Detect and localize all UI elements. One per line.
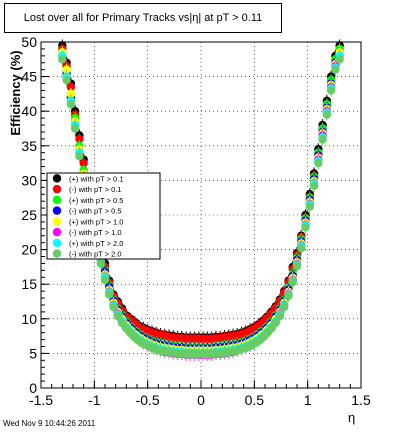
y-axis-label: Efficiency (%)	[8, 50, 23, 136]
data-point	[318, 135, 327, 144]
y-tick-label: 0	[29, 380, 37, 396]
x-tick-label: -1.5	[29, 392, 53, 408]
y-tick-label: 35	[21, 138, 37, 154]
legend-label: (-) with pT > 2.0	[69, 250, 122, 259]
y-tick-label: 45	[21, 69, 37, 85]
y-tick-label: 15	[21, 276, 37, 292]
chart-title-box: Lost over all for Primary Tracks vs|η| a…	[4, 3, 282, 33]
data-point	[292, 262, 302, 271]
data-point	[335, 55, 344, 64]
legend-label: (+) with pT > 1.0	[69, 217, 123, 226]
data-point	[66, 82, 76, 92]
x-tick-label: 1.5	[351, 392, 371, 408]
legend-label: (-) with pT > 0.5	[69, 207, 122, 216]
data-point	[322, 110, 332, 119]
legend-marker	[52, 184, 62, 194]
legend-marker	[52, 217, 62, 226]
data-point	[105, 290, 114, 299]
legend: (+) with pT > 0.1 (-) with pT > 0.1 (+) wi…	[46, 172, 161, 260]
datestamp: Wed Nov 9 10:44:26 2011	[3, 419, 96, 428]
x-tick-label: 0.5	[245, 392, 265, 408]
legend-label: (+) with pT > 0.1	[69, 174, 123, 183]
legend-marker	[52, 206, 62, 215]
x-tick-label: 1	[304, 392, 312, 408]
data-point	[309, 181, 319, 191]
x-tick-label: 0	[197, 392, 205, 408]
legend-marker	[52, 195, 62, 205]
data-point	[79, 158, 88, 168]
legend-marker	[52, 238, 62, 248]
y-tick-label: 30	[21, 172, 37, 188]
data-point	[62, 65, 71, 74]
x-axis-label: η	[348, 410, 356, 425]
data-point	[326, 86, 336, 95]
data-point	[100, 275, 110, 285]
data-point	[314, 158, 323, 168]
data-point	[280, 302, 289, 312]
y-tick-label: 40	[21, 103, 37, 119]
data-point	[75, 151, 84, 161]
data-point	[288, 277, 297, 287]
axes: -1.5 -1 -0.5 0 0.5 1 1.5 0 5 10 15 20 25 30 35 40 45 50	[21, 34, 371, 408]
data-point	[96, 259, 105, 268]
legend-marker	[52, 227, 62, 237]
y-tick-label: 50	[21, 34, 37, 50]
y-tick-label: 20	[21, 242, 37, 258]
legend-label: (+) with pT > 2.0	[69, 239, 123, 248]
legend-label: (+) with pT > 0.5	[69, 196, 123, 205]
data-point	[301, 223, 310, 232]
data-point	[297, 244, 306, 253]
legend-label: (-) with pT > 0.1	[69, 185, 122, 194]
data-point	[75, 134, 84, 144]
x-tick-label: -0.5	[136, 392, 160, 408]
data-point	[305, 202, 314, 211]
legend-marker	[52, 249, 62, 258]
data-point	[66, 100, 76, 109]
x-tick-label: -1	[88, 392, 101, 408]
chart-title: Lost over all for Primary Tracks vs|η| a…	[23, 12, 263, 24]
data-point	[66, 89, 76, 99]
legend-box	[46, 172, 161, 260]
y-tick-label: 25	[21, 207, 37, 223]
data-point	[284, 291, 293, 301]
data-point	[62, 75, 71, 85]
y-tick-label: 10	[21, 311, 37, 327]
legend-marker	[52, 174, 62, 183]
data-point	[70, 124, 80, 133]
data-point	[109, 302, 118, 312]
data-markers	[58, 39, 344, 361]
data-point	[271, 318, 280, 328]
data-point	[113, 311, 123, 321]
data-point	[275, 311, 285, 321]
data-point	[331, 65, 340, 74]
legend-label: (-) with pT > 1.0	[69, 228, 122, 237]
data-point	[58, 55, 67, 64]
y-tick-label: 5	[29, 345, 37, 361]
